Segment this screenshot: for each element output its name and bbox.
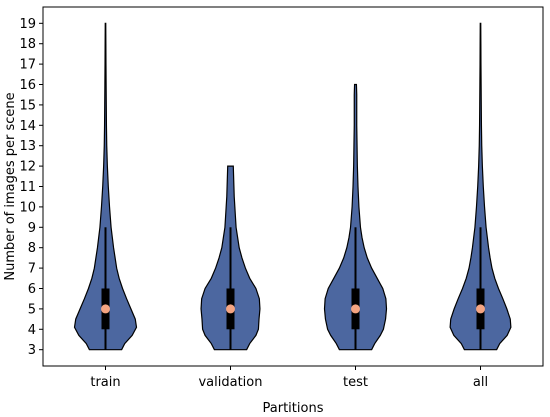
y-tick-label-18: 18 bbox=[19, 37, 36, 52]
x-tick-label-train: train bbox=[90, 375, 120, 390]
x-tick-label-all: all bbox=[473, 375, 488, 390]
median-dot-all bbox=[476, 304, 485, 314]
y-axis: 3 4 5 6 7 8 9 10 11 12 13 14 15 16 17 18 19 bbox=[19, 17, 43, 358]
violins-group bbox=[73, 22, 512, 351]
median-dot-test bbox=[351, 304, 360, 314]
median-dot-train bbox=[101, 304, 110, 314]
violin-body-all bbox=[449, 22, 512, 351]
y-tick-label-15: 15 bbox=[19, 98, 36, 113]
y-tick-label-8: 8 bbox=[28, 241, 36, 256]
y-axis-label: Number of images per scene bbox=[3, 92, 18, 280]
violin-body-train bbox=[73, 22, 138, 351]
y-tick-label-9: 9 bbox=[28, 221, 36, 236]
median-dot-validation bbox=[226, 304, 235, 314]
y-tick-label-19: 19 bbox=[19, 17, 36, 32]
y-tick-label-14: 14 bbox=[19, 119, 36, 134]
x-tick-label-test: test bbox=[343, 375, 368, 390]
y-tick-label-10: 10 bbox=[19, 200, 36, 215]
y-tick-label-12: 12 bbox=[19, 160, 36, 175]
y-tick-label-5: 5 bbox=[28, 302, 36, 317]
y-tick-label-17: 17 bbox=[19, 58, 36, 73]
y-tick-label-6: 6 bbox=[28, 282, 36, 297]
y-tick-label-11: 11 bbox=[19, 180, 36, 195]
y-tick-label-13: 13 bbox=[19, 139, 36, 154]
x-axis: train validation test all bbox=[90, 366, 488, 390]
x-tick-label-validation: validation bbox=[198, 375, 262, 390]
y-tick-label-7: 7 bbox=[28, 262, 36, 277]
x-axis-label: Partitions bbox=[263, 401, 324, 416]
y-tick-label-3: 3 bbox=[28, 343, 36, 358]
y-tick-label-4: 4 bbox=[28, 323, 36, 338]
y-tick-label-16: 16 bbox=[19, 78, 36, 93]
violin-body-test bbox=[323, 83, 388, 351]
